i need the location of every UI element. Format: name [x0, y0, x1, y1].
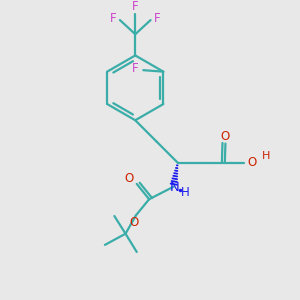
Text: F: F	[154, 12, 160, 25]
Text: F: F	[132, 0, 139, 13]
Text: O: O	[221, 130, 230, 143]
Text: H: H	[262, 151, 270, 161]
Text: O: O	[248, 156, 257, 169]
Text: O: O	[130, 216, 139, 229]
Text: N: N	[170, 181, 180, 194]
Text: F: F	[132, 62, 139, 75]
Text: F: F	[110, 12, 117, 25]
Text: O: O	[125, 172, 134, 184]
Text: H: H	[181, 186, 190, 199]
